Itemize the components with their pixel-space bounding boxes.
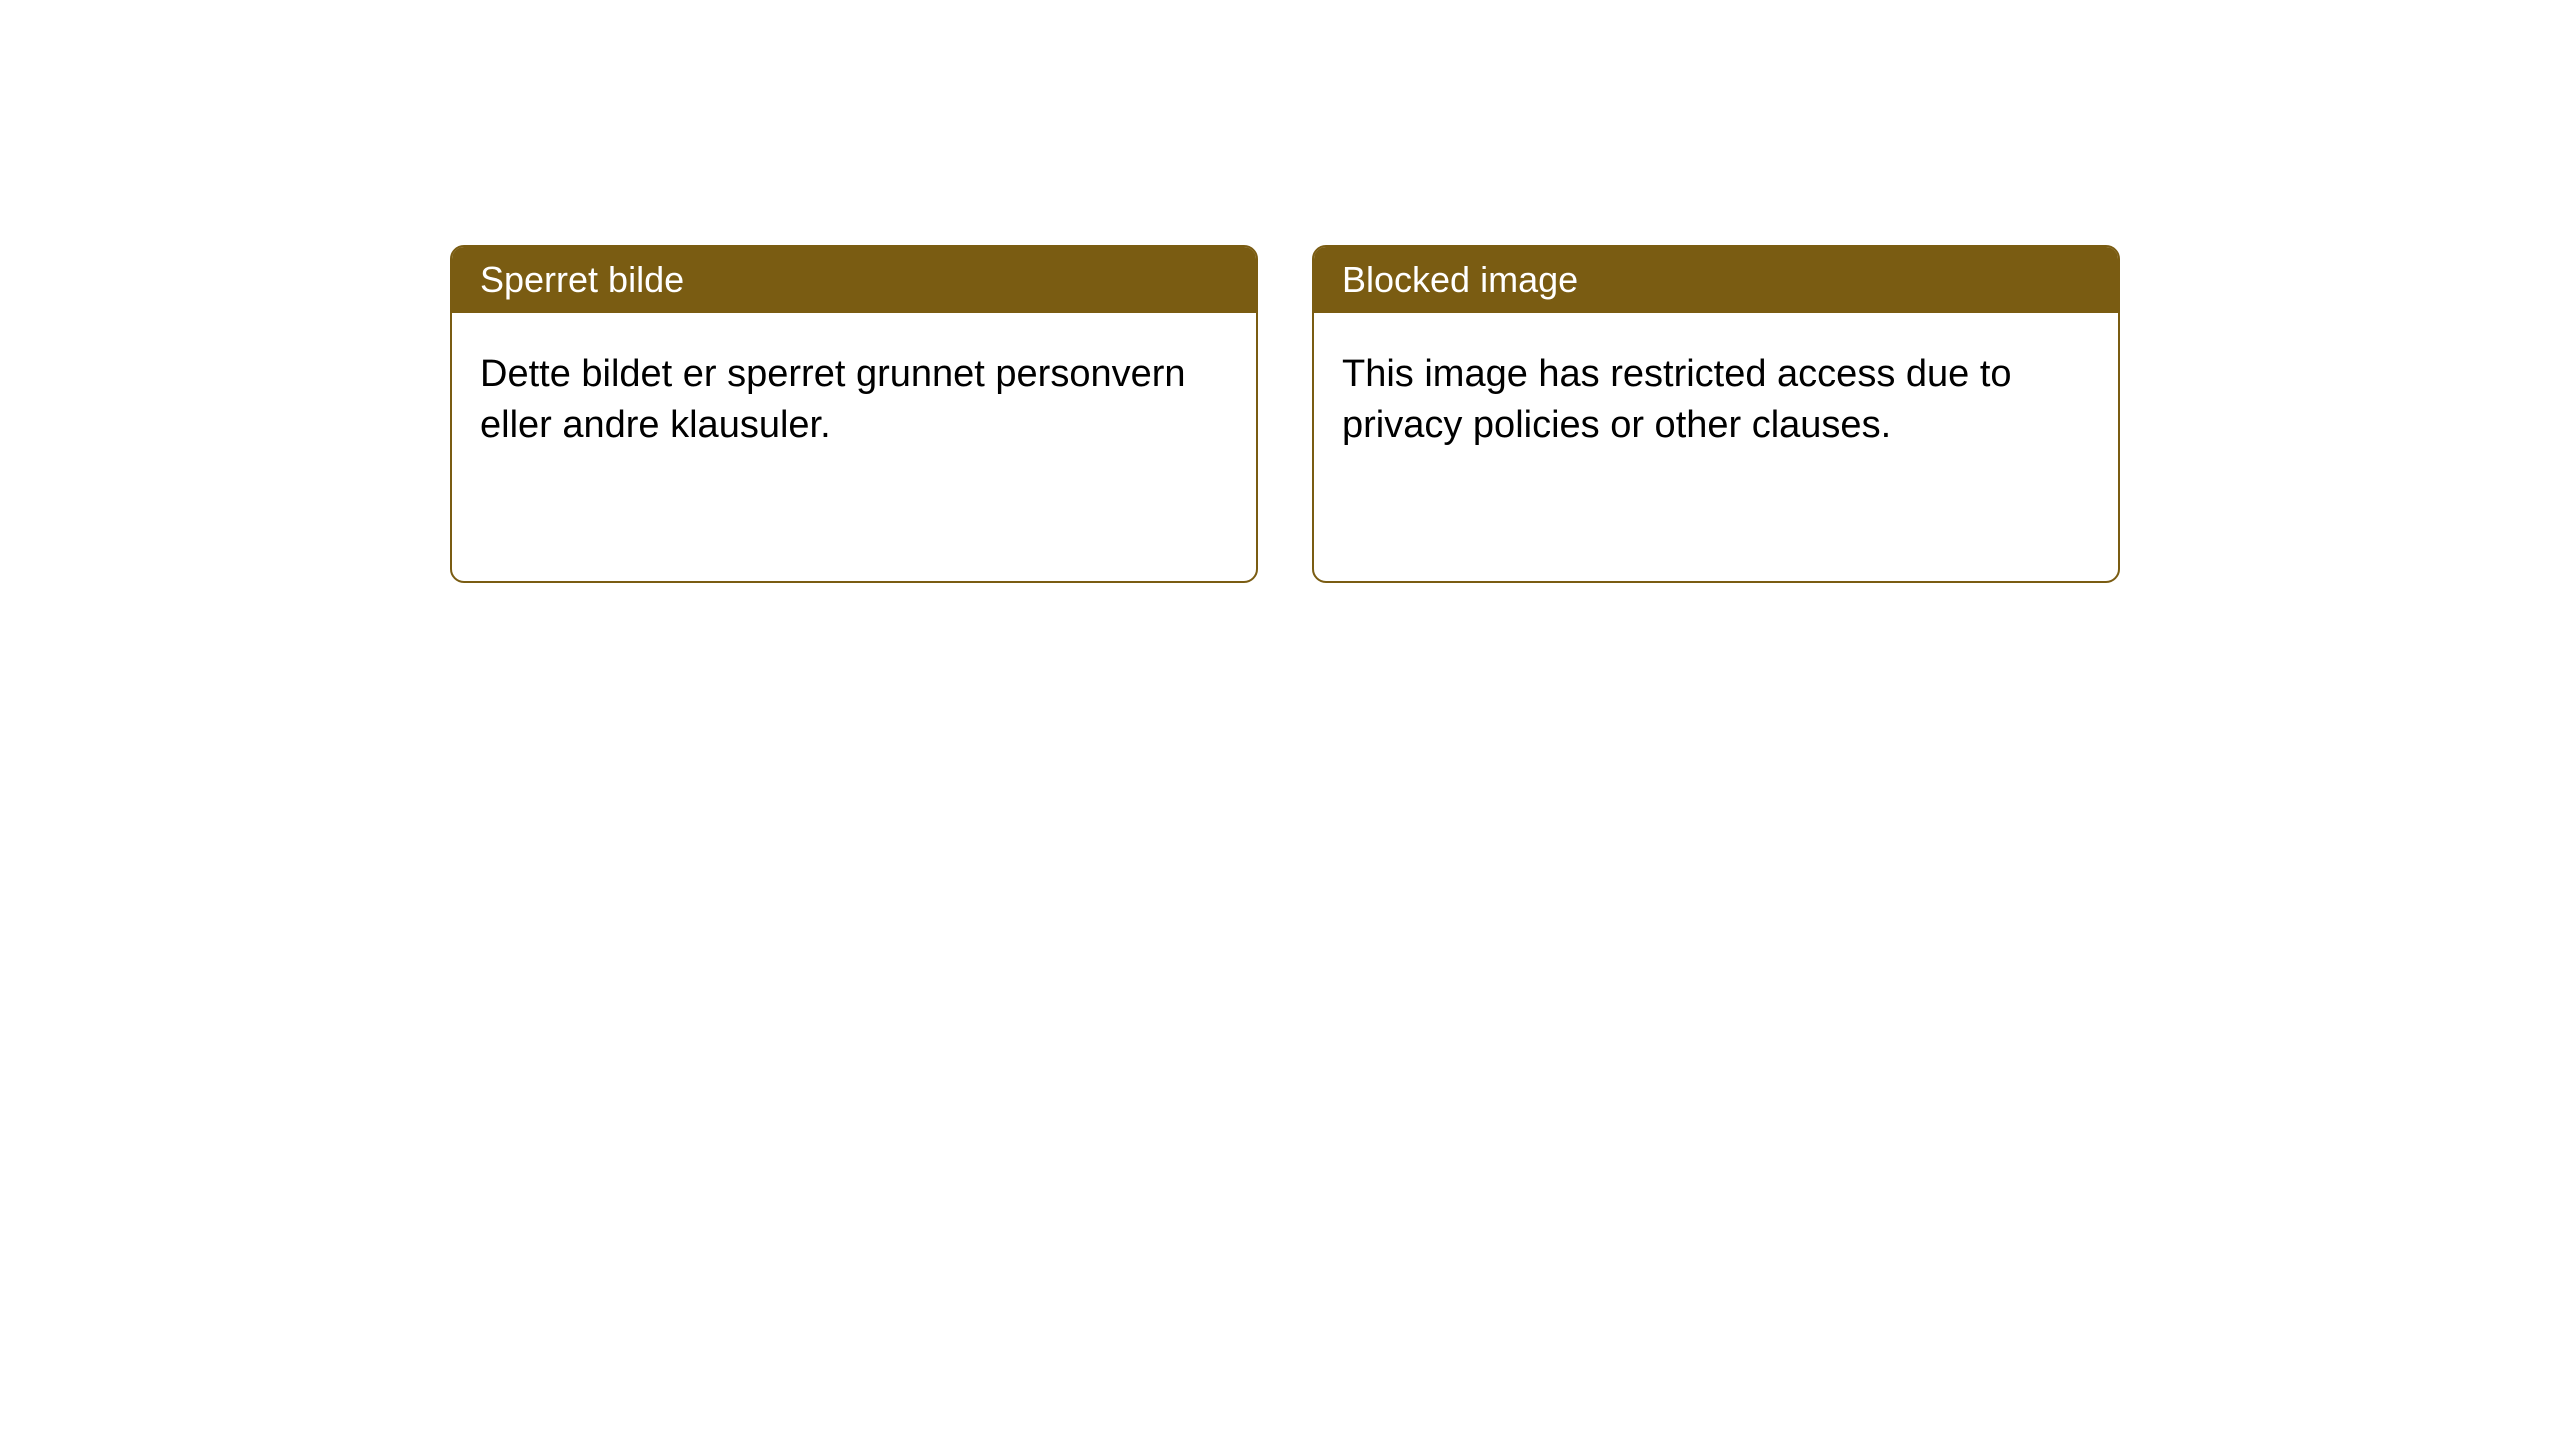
card-norwegian-body: Dette bildet er sperret grunnet personve…: [452, 313, 1256, 488]
card-english-body: This image has restricted access due to …: [1314, 313, 2118, 488]
card-norwegian: Sperret bilde Dette bildet er sperret gr…: [450, 245, 1258, 583]
card-english: Blocked image This image has restricted …: [1312, 245, 2120, 583]
blocked-image-cards: Sperret bilde Dette bildet er sperret gr…: [450, 245, 2120, 583]
card-english-title: Blocked image: [1314, 247, 2118, 313]
card-norwegian-title: Sperret bilde: [452, 247, 1256, 313]
